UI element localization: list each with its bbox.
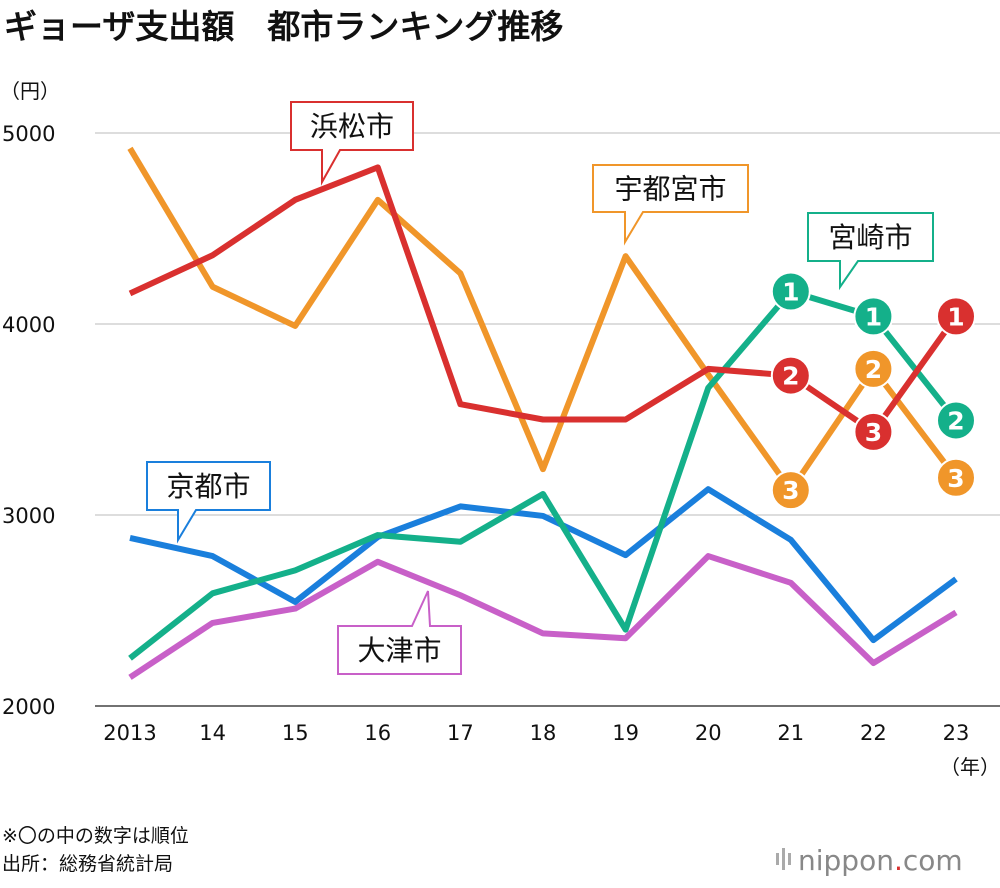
rank-label: 3 xyxy=(947,464,964,493)
y-tick-label: 5000 xyxy=(2,122,55,146)
series-line xyxy=(128,553,958,680)
rank-marker xyxy=(853,348,894,389)
y-tick-label: 3000 xyxy=(2,504,55,528)
rank-marker xyxy=(770,355,811,396)
series-name-label: 大津市 xyxy=(357,634,441,667)
series-line xyxy=(128,288,959,661)
x-axis-label: （年） xyxy=(940,755,1000,779)
chart-title: ギョーザ支出額 都市ランキング推移 xyxy=(4,7,563,46)
x-tick-label: 21 xyxy=(777,721,804,745)
series-callout: 宮崎市 xyxy=(807,212,934,291)
rank-marker xyxy=(770,470,811,511)
rank-label: 1 xyxy=(865,302,882,331)
rank-marker xyxy=(936,457,976,498)
series-name-label: 京都市 xyxy=(166,470,250,503)
series-line xyxy=(129,486,958,644)
x-tick-label: 14 xyxy=(199,721,226,745)
y-axis-label: （円） xyxy=(0,79,60,103)
rank-label: 2 xyxy=(947,406,964,435)
rank-marker xyxy=(853,296,894,337)
series-line xyxy=(128,164,959,435)
x-tick-label: 22 xyxy=(860,721,887,745)
rank-marker xyxy=(770,271,811,312)
x-tick-label: 17 xyxy=(447,721,474,745)
x-tick-label: 20 xyxy=(695,721,722,745)
note-source: 出所：総務省統計局 xyxy=(2,853,173,875)
series-name-label: 宇都宮市 xyxy=(614,173,726,206)
x-tick-label: 2013 xyxy=(103,721,156,745)
series-name-label: 宮崎市 xyxy=(828,221,912,254)
rank-label: 2 xyxy=(782,362,799,391)
rank-label: 3 xyxy=(782,476,799,505)
note-rank: ※〇の中の数字は順位 xyxy=(2,825,189,847)
svg-text:nippon.com: nippon.com xyxy=(798,844,963,877)
rank-label: 3 xyxy=(865,418,882,447)
rank-label: 1 xyxy=(947,302,964,331)
series-callout: 浜松市 xyxy=(290,101,414,186)
series-callout: 宇都宮市 xyxy=(592,164,749,246)
rank-marker xyxy=(853,411,894,452)
rank-label: 1 xyxy=(782,278,799,307)
series-callout: 大津市 xyxy=(337,590,462,675)
rank-marker xyxy=(936,400,976,441)
x-tick-label: 15 xyxy=(282,721,309,745)
y-tick-label: 2000 xyxy=(2,695,55,719)
series-name-label: 浜松市 xyxy=(310,110,394,143)
x-tick-label: 16 xyxy=(364,721,391,745)
x-tick-label: 23 xyxy=(943,721,970,745)
x-tick-label: 18 xyxy=(530,721,557,745)
nippon-logo: nippon.com xyxy=(776,844,963,877)
rank-marker xyxy=(936,296,976,337)
series-callout: 京都市 xyxy=(146,461,271,544)
y-tick-label: 4000 xyxy=(2,313,55,337)
rank-label: 2 xyxy=(865,355,882,384)
x-tick-label: 19 xyxy=(612,721,639,745)
series-line xyxy=(127,146,959,494)
